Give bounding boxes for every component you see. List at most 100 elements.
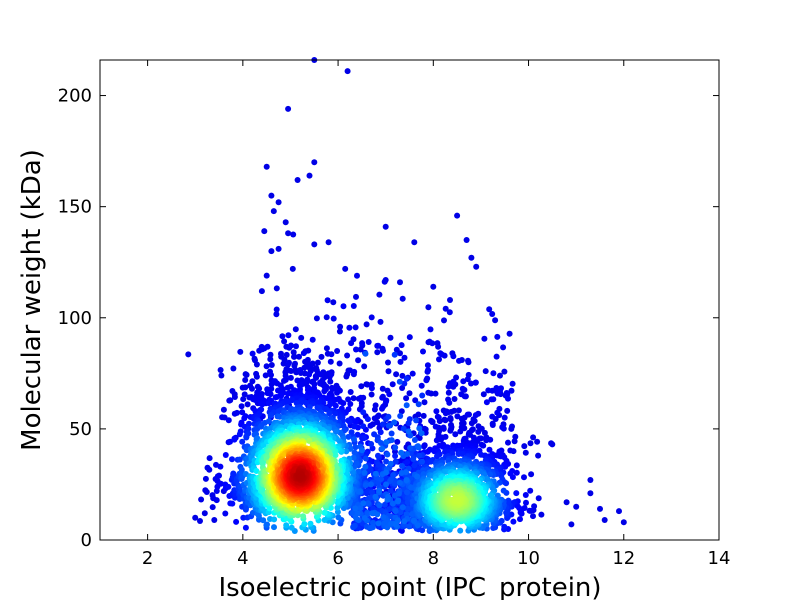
data-point [487, 492, 494, 499]
data-point [272, 378, 278, 385]
data-point [362, 463, 369, 470]
data-point [492, 317, 499, 324]
data-point [211, 517, 218, 523]
data-point [412, 397, 419, 404]
data-point [383, 439, 390, 446]
data-point [296, 473, 303, 480]
data-point [213, 497, 220, 504]
data-point [234, 409, 240, 416]
data-point [354, 272, 360, 279]
data-point [411, 517, 417, 524]
data-point [244, 401, 251, 408]
data-point [377, 429, 384, 436]
data-point [298, 334, 305, 341]
data-point [497, 372, 503, 379]
data-point [285, 332, 292, 339]
data-point [530, 434, 537, 441]
data-point [307, 361, 314, 368]
data-point [478, 451, 485, 458]
data-point [300, 513, 307, 520]
data-point [229, 456, 235, 463]
data-point [371, 415, 378, 422]
data-point [378, 440, 384, 446]
data-point [231, 394, 238, 400]
data-point [362, 350, 369, 357]
data-point [290, 349, 297, 356]
data-point [318, 353, 325, 360]
data-point [494, 333, 501, 340]
data-point [495, 389, 502, 396]
x-tick-label: 6 [332, 548, 343, 569]
data-point [528, 471, 535, 478]
x-axis-label: Isoelectric point (IPC_protein) [218, 573, 601, 600]
data-point [294, 177, 301, 183]
data-point [452, 431, 459, 438]
data-point [336, 328, 343, 335]
data-point [437, 436, 444, 443]
data-point [332, 402, 339, 409]
data-point [350, 395, 357, 402]
data-point [369, 489, 376, 496]
data-point [404, 459, 411, 465]
data-point [535, 452, 542, 459]
data-point [334, 389, 340, 396]
data-point [417, 512, 423, 519]
x-tick-label: 4 [237, 548, 248, 569]
data-point [490, 370, 497, 377]
data-point [391, 351, 398, 358]
data-point [192, 514, 199, 521]
data-point [285, 105, 292, 112]
data-point [401, 518, 408, 525]
data-point [383, 398, 389, 405]
data-point [522, 492, 529, 498]
data-point [288, 524, 295, 531]
x-tick-label: 14 [708, 548, 731, 569]
data-point [379, 385, 386, 392]
data-point [387, 422, 394, 429]
data-point [399, 504, 406, 511]
data-point [411, 437, 418, 443]
data-point [468, 380, 474, 387]
data-point [447, 416, 454, 422]
data-point [361, 435, 367, 442]
data-point [393, 521, 399, 528]
data-point [414, 473, 421, 480]
data-point [450, 378, 457, 385]
data-point [508, 425, 515, 432]
data-point [327, 401, 334, 408]
data-point [284, 384, 291, 391]
data-point [197, 518, 203, 524]
data-point [397, 413, 404, 419]
data-point [382, 223, 389, 230]
data-point [375, 452, 381, 459]
data-point [504, 407, 511, 414]
data-point [573, 503, 580, 510]
data-point [398, 449, 405, 456]
data-point [388, 437, 395, 444]
data-point [361, 469, 368, 476]
data-point [325, 239, 332, 246]
data-point [281, 377, 287, 384]
data-point [351, 449, 358, 456]
data-point [511, 438, 518, 445]
data-point [434, 340, 441, 347]
data-point [483, 437, 490, 444]
data-point [265, 400, 272, 407]
data-point [383, 469, 389, 476]
data-point [411, 239, 418, 246]
data-point [489, 311, 496, 317]
data-point [321, 388, 328, 395]
data-point [442, 305, 449, 312]
data-point [383, 481, 390, 488]
data-point [376, 291, 383, 298]
data-point [283, 522, 290, 529]
data-point [507, 447, 514, 454]
data-point [372, 493, 379, 500]
data-point [253, 373, 260, 380]
data-point [237, 348, 244, 355]
data-point [390, 472, 397, 478]
data-point [454, 413, 461, 420]
data-point [480, 391, 487, 398]
data-point [486, 446, 493, 453]
data-point [241, 391, 248, 398]
